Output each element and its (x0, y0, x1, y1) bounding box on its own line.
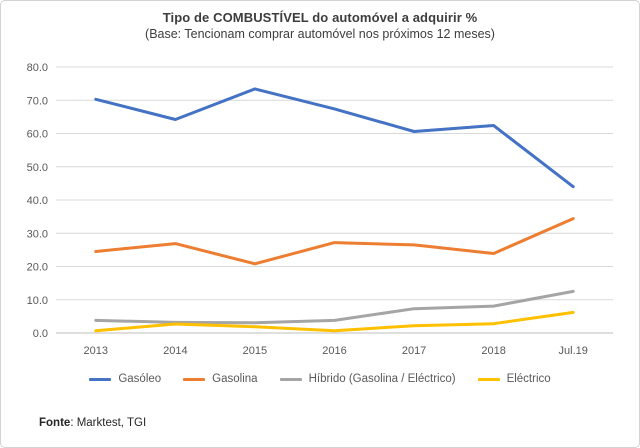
y-tick-label: 70.0 (27, 95, 48, 107)
y-tick-label: 50.0 (27, 162, 48, 174)
y-tick-label: 10.0 (27, 295, 48, 307)
series-line-hibrido-gasolina-electrico (94, 289, 575, 325)
x-tick-label: 2015 (243, 345, 267, 357)
source-note: Fonte: Marktest, TGI (39, 417, 146, 429)
legend-marker-hibrido-gasolina-electrico (279, 377, 302, 381)
y-tick-label: 0.0 (33, 328, 48, 340)
chart-legend: Gasóleo Gasolina Híbrido (Gasolina / Eléct… (1, 373, 639, 385)
series-line-electrico (94, 310, 575, 333)
y-tick-label: 80.0 (27, 62, 48, 74)
x-tick-label: 2013 (84, 345, 108, 357)
x-tick-label: Jul.19 (559, 345, 588, 357)
chart-subtitle: (Base: Tencionam comprar automóvel nos p… (145, 27, 495, 41)
x-tick-label: 2018 (481, 345, 505, 357)
legend-item-gasolina: Gasolina (183, 373, 258, 385)
legend-label: Gasóleo (118, 373, 162, 385)
y-tick-label: 30.0 (27, 228, 48, 240)
chart-title: Tipo de COMBUSTÍVEL do automóvel a adqui… (162, 10, 478, 25)
source-label: Fonte (39, 417, 71, 429)
legend-label: Híbrido (Gasolina / Eléctrico) (308, 373, 456, 385)
y-tick-label: 60.0 (27, 129, 48, 141)
legend-label: Gasolina (212, 373, 258, 385)
x-tick-label: 2014 (163, 345, 187, 357)
chart-canvas: 0.0 10.0 20.0 30.0 40.0 50.0 60.0 70.0 80.0 2013 2… (27, 62, 613, 357)
legend-marker-gasoleo (89, 377, 112, 381)
legend-label: Eléctrico (506, 373, 551, 385)
y-tick-label: 20.0 (27, 262, 48, 274)
legend-item-hibrido-gasolina-electrico: Híbrido (Gasolina / Eléctrico) (279, 373, 456, 385)
y-tick-label: 40.0 (27, 195, 48, 207)
source-text: : Marktest, TGI (70, 417, 147, 429)
x-tick-label: 2017 (402, 345, 426, 357)
legend-item-electrico: Eléctrico (477, 373, 551, 385)
x-tick-label: 2016 (322, 345, 346, 357)
series-line-gasolina (94, 217, 575, 266)
legend-marker-gasolina (183, 377, 206, 381)
series-line-gasoleo (94, 87, 575, 189)
legend-marker-electrico (477, 377, 500, 381)
legend-item-gasoleo: Gasóleo (89, 373, 161, 385)
